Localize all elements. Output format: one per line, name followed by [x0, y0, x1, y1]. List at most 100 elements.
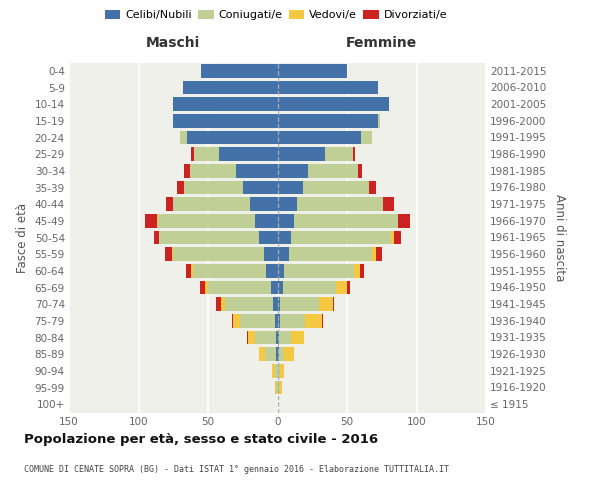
Bar	[325, 148, 353, 161]
Bar	[391, 230, 394, 244]
Bar	[280, 314, 305, 328]
Bar	[274, 298, 277, 311]
Bar	[166, 198, 173, 211]
Bar	[277, 330, 279, 344]
Bar	[383, 198, 394, 211]
Bar	[165, 248, 172, 261]
Bar	[173, 248, 263, 261]
Text: Maschi: Maschi	[146, 36, 200, 50]
Y-axis label: Anni di nascita: Anni di nascita	[553, 194, 566, 281]
Bar	[277, 380, 279, 394]
Y-axis label: Fasce di età: Fasce di età	[16, 202, 29, 272]
Bar	[259, 348, 265, 361]
Bar	[173, 114, 277, 128]
Bar	[190, 164, 236, 177]
Bar	[193, 264, 266, 278]
Bar	[302, 180, 369, 194]
Bar	[172, 248, 173, 261]
Bar	[243, 180, 277, 194]
Bar	[277, 264, 284, 278]
Bar	[394, 230, 401, 244]
Bar	[277, 298, 280, 311]
Bar	[247, 330, 248, 344]
Bar	[297, 198, 383, 211]
Bar	[377, 114, 380, 128]
Bar	[277, 364, 280, 378]
Bar	[266, 264, 277, 278]
Bar	[201, 64, 277, 78]
Bar	[289, 248, 372, 261]
Bar	[277, 114, 377, 128]
Bar	[248, 330, 255, 344]
Bar	[279, 348, 284, 361]
Bar	[240, 314, 275, 328]
Bar	[200, 280, 205, 294]
Bar	[178, 180, 184, 194]
Bar	[358, 164, 362, 177]
Bar	[277, 198, 297, 211]
Bar	[277, 214, 294, 228]
Bar	[376, 248, 382, 261]
Bar	[284, 348, 294, 361]
Bar	[277, 314, 280, 328]
Bar	[276, 348, 277, 361]
Bar	[232, 314, 233, 328]
Text: COMUNE DI CENATE SOPRA (BG) - Dati ISTAT 1° gennaio 2016 - Elaborazione TUTTITAL: COMUNE DI CENATE SOPRA (BG) - Dati ISTAT…	[24, 466, 449, 474]
Bar	[184, 180, 243, 194]
Bar	[277, 148, 325, 161]
Bar	[183, 80, 277, 94]
Bar	[277, 248, 289, 261]
Text: Popolazione per età, sesso e stato civile - 2016: Popolazione per età, sesso e stato civil…	[24, 432, 378, 446]
Bar	[263, 248, 277, 261]
Bar	[359, 264, 364, 278]
Bar	[224, 298, 274, 311]
Legend: Celibi/Nubili, Coniugati/e, Vedovi/e, Divorziati/e: Celibi/Nubili, Coniugati/e, Vedovi/e, Di…	[100, 6, 452, 25]
Bar	[208, 280, 271, 294]
Bar	[194, 148, 219, 161]
Bar	[277, 64, 347, 78]
Bar	[277, 180, 302, 194]
Bar	[277, 164, 308, 177]
Bar	[284, 264, 354, 278]
Bar	[145, 214, 157, 228]
Bar	[255, 330, 276, 344]
Bar	[275, 364, 277, 378]
Bar	[280, 364, 284, 378]
Bar	[277, 130, 361, 144]
Bar	[319, 298, 333, 311]
Bar	[398, 214, 410, 228]
Bar	[333, 298, 334, 311]
Bar	[272, 364, 275, 378]
Bar	[322, 314, 323, 328]
Bar	[250, 198, 277, 211]
Bar	[187, 130, 277, 144]
Bar	[173, 198, 250, 211]
Bar	[277, 280, 283, 294]
Bar	[265, 348, 276, 361]
Bar	[275, 314, 277, 328]
Bar	[173, 98, 277, 111]
Bar	[292, 230, 391, 244]
Bar	[361, 130, 372, 144]
Bar	[186, 264, 191, 278]
Bar	[305, 314, 322, 328]
Bar	[283, 280, 336, 294]
Bar	[372, 248, 376, 261]
Bar	[191, 264, 193, 278]
Bar	[280, 298, 319, 311]
Text: Femmine: Femmine	[346, 36, 418, 50]
Bar	[219, 148, 277, 161]
Bar	[277, 98, 389, 111]
Bar	[353, 148, 355, 161]
Bar	[271, 280, 277, 294]
Bar	[308, 164, 358, 177]
Bar	[157, 214, 158, 228]
Bar	[233, 314, 240, 328]
Bar	[279, 380, 281, 394]
Bar	[294, 214, 398, 228]
Bar	[369, 180, 376, 194]
Bar	[277, 348, 279, 361]
Bar	[292, 330, 304, 344]
Bar	[205, 280, 208, 294]
Bar	[277, 80, 377, 94]
